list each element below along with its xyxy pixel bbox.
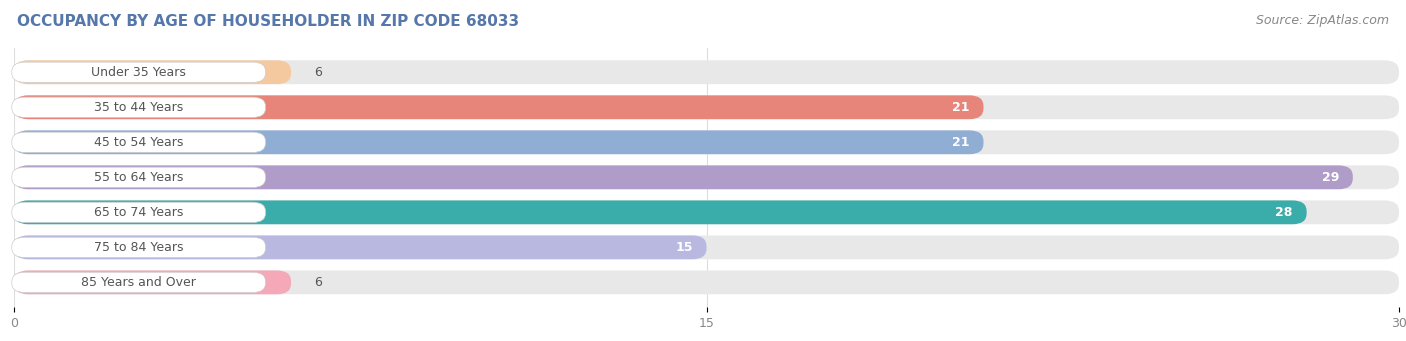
FancyBboxPatch shape <box>14 165 1399 189</box>
FancyBboxPatch shape <box>11 167 266 188</box>
FancyBboxPatch shape <box>14 130 1399 154</box>
Text: 85 Years and Over: 85 Years and Over <box>82 276 197 289</box>
Text: 15: 15 <box>675 241 693 254</box>
FancyBboxPatch shape <box>11 272 266 293</box>
Text: 65 to 74 Years: 65 to 74 Years <box>94 206 183 219</box>
FancyBboxPatch shape <box>14 60 1399 84</box>
FancyBboxPatch shape <box>14 270 1399 294</box>
Text: 55 to 64 Years: 55 to 64 Years <box>94 171 183 184</box>
Text: 21: 21 <box>952 136 970 149</box>
Text: 6: 6 <box>314 66 322 79</box>
FancyBboxPatch shape <box>11 237 266 257</box>
FancyBboxPatch shape <box>11 97 266 117</box>
Text: 45 to 54 Years: 45 to 54 Years <box>94 136 183 149</box>
Text: 29: 29 <box>1322 171 1339 184</box>
FancyBboxPatch shape <box>14 95 1399 119</box>
Text: 75 to 84 Years: 75 to 84 Years <box>94 241 183 254</box>
FancyBboxPatch shape <box>14 60 291 84</box>
FancyBboxPatch shape <box>14 201 1399 224</box>
Text: OCCUPANCY BY AGE OF HOUSEHOLDER IN ZIP CODE 68033: OCCUPANCY BY AGE OF HOUSEHOLDER IN ZIP C… <box>17 14 519 29</box>
Text: 28: 28 <box>1275 206 1292 219</box>
FancyBboxPatch shape <box>14 165 1353 189</box>
Text: Under 35 Years: Under 35 Years <box>91 66 186 79</box>
Text: 35 to 44 Years: 35 to 44 Years <box>94 101 183 114</box>
FancyBboxPatch shape <box>14 235 707 259</box>
FancyBboxPatch shape <box>14 201 1306 224</box>
FancyBboxPatch shape <box>14 95 984 119</box>
Text: Source: ZipAtlas.com: Source: ZipAtlas.com <box>1256 14 1389 27</box>
FancyBboxPatch shape <box>11 202 266 222</box>
FancyBboxPatch shape <box>14 235 1399 259</box>
FancyBboxPatch shape <box>11 132 266 152</box>
FancyBboxPatch shape <box>11 62 266 83</box>
Text: 21: 21 <box>952 101 970 114</box>
FancyBboxPatch shape <box>14 270 291 294</box>
Text: 6: 6 <box>314 276 322 289</box>
FancyBboxPatch shape <box>14 130 984 154</box>
